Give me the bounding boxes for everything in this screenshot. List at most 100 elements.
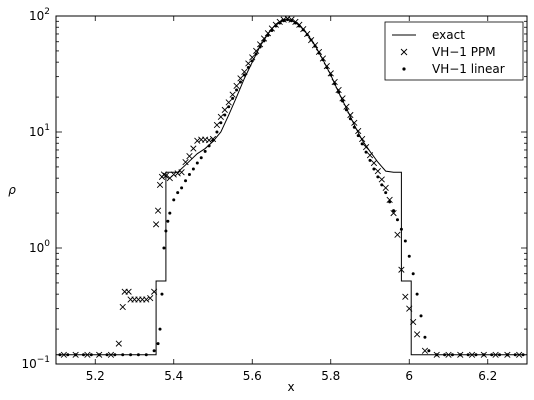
linear-point [403,239,407,243]
linear-point [270,28,274,32]
linear-point [407,254,411,258]
ppm-point [60,351,67,358]
linear-point [278,21,282,25]
x-tick-label: 5.8 [321,369,340,383]
ppm-point [378,176,385,183]
ppm-point [162,172,170,179]
ppm-point [331,78,338,86]
y-axis-label: ρ [8,183,16,197]
ppm-point [217,113,224,120]
legend-label: exact [432,28,465,42]
x-axis-label: x [287,380,294,394]
linear-point [498,353,502,357]
legend-label: VH−1 PPM [432,45,496,59]
linear-point [415,292,419,296]
y-tick-label: 101 [29,123,50,139]
linear-point [419,314,423,318]
linear-point [219,121,223,125]
linear-point [290,19,293,23]
ppm-point [355,127,362,135]
linear-point [344,108,348,112]
ppm-point [225,99,232,106]
linear-point [191,167,195,171]
ppm-point [147,294,154,302]
linear-point [74,353,78,357]
x-tick-label: 6.2 [478,369,497,383]
linear-point [384,191,388,195]
linear-point [113,353,117,357]
linear-point [505,353,509,357]
ppm-point [366,152,374,159]
ppm-point [343,103,350,110]
ppm-point [406,305,413,312]
linear-point [158,327,162,331]
linear-point [195,161,199,165]
ppm-point [516,351,523,358]
linear-point [223,113,227,117]
linear-point [466,353,470,357]
linear-point [81,353,85,357]
linear-point [166,219,170,223]
ppm-point [421,347,429,354]
x-tick-label: 5.2 [86,369,105,383]
ppm-point [468,351,476,358]
linear-point [360,142,364,146]
ppm-point [260,35,268,42]
ppm-point [174,170,181,177]
linear-point [282,19,286,23]
ppm-point [125,288,132,295]
linear-point [172,198,176,202]
linear-point [152,349,156,353]
ppm-point [402,293,409,300]
linear-point [356,134,360,138]
ppm-point [229,91,236,98]
ppm-point [256,41,264,48]
ppm-point [119,303,126,311]
ppm-point [359,135,366,143]
x-tick-label: 6 [405,369,413,383]
linear-point [482,353,486,357]
linear-point [376,175,380,179]
linear-point [380,183,384,187]
linear-point [352,125,356,129]
ppm-point [233,82,240,89]
series-vh1-linear [58,18,525,357]
linear-point [207,144,211,148]
linear-point [162,246,166,250]
legend-marker-ppm [400,48,408,56]
linear-point [58,353,62,357]
linear-point [254,52,258,56]
ppm-point [382,184,389,191]
ppm-point [221,106,228,114]
linear-point [121,353,125,357]
ppm-point [107,351,115,358]
linear-point [105,353,109,357]
linear-point [227,105,231,109]
linear-point [199,156,203,160]
linear-point [341,99,345,103]
linear-point [305,33,309,37]
linear-point [262,39,266,43]
linear-point [450,353,454,357]
linear-point [392,209,396,213]
linear-point [364,150,368,154]
x-tick-label: 5.6 [243,369,262,383]
linear-point [187,173,191,177]
ppm-point [170,171,177,178]
linear-point [348,117,352,121]
linear-point [325,65,329,69]
linear-point [399,227,403,231]
linear-point [297,24,301,28]
linear-point [301,28,305,32]
linear-point [458,353,462,357]
linear-point [521,353,525,357]
linear-point [309,38,313,42]
linear-point [388,200,392,204]
ppm-point [178,169,185,176]
linear-point [321,58,325,62]
linear-point [144,353,148,357]
linear-point [411,272,415,276]
ppm-point [386,196,393,203]
linear-point [211,138,215,142]
